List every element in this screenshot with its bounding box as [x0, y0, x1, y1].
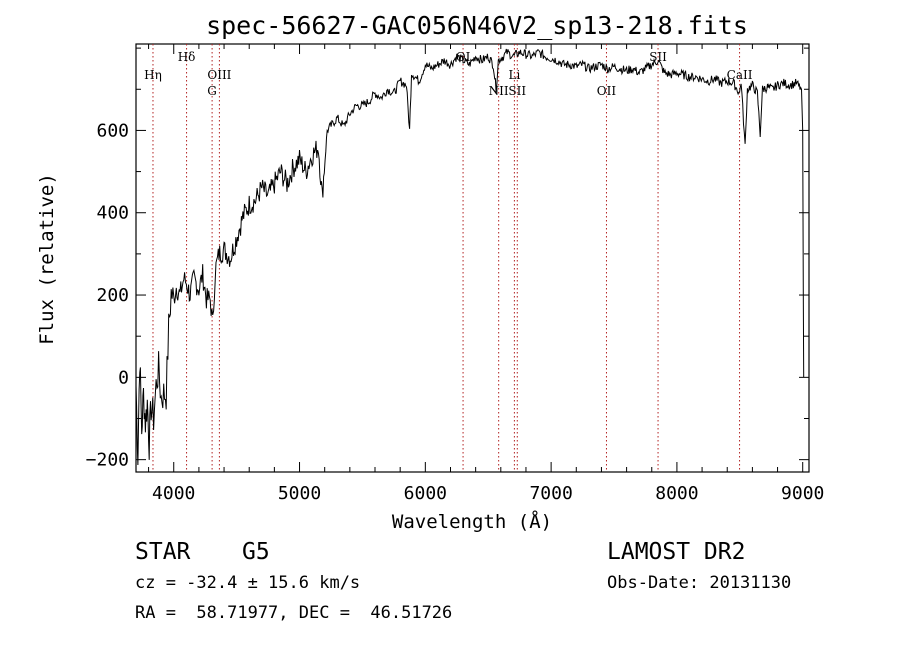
emission-line-label: OIII [207, 68, 231, 82]
redshift-velocity: cz = -32.4 ± 15.6 km/s [135, 573, 361, 593]
y-tick-label: 200 [96, 285, 129, 306]
x-tick-label: 4000 [152, 483, 195, 504]
emission-line-label: Li [508, 68, 520, 82]
emission-line-label: SII [508, 84, 526, 98]
y-tick-label: 0 [118, 367, 129, 388]
emission-line-label: Hδ [178, 50, 196, 64]
survey-name: LAMOST DR2 [607, 539, 746, 565]
emission-line-label: NII [489, 84, 509, 98]
emission-line-label: OII [597, 84, 617, 98]
observation-date: Obs-Date: 20131130 [607, 573, 792, 593]
spectrum-line [135, 48, 805, 466]
y-tick-label: 400 [96, 203, 129, 224]
object-class: STAR [135, 539, 191, 565]
plot-frame [135, 43, 810, 473]
x-tick-label: 9000 [781, 483, 824, 504]
emission-line-label: G [207, 84, 217, 98]
chart-title: spec-56627-GAC056N46V2_sp13-218.fits [206, 11, 748, 40]
y-axis-label: Flux (relative) [36, 173, 58, 345]
spectral-subclass: G5 [242, 539, 270, 565]
x-tick-label: 6000 [404, 483, 447, 504]
x-tick-label: 5000 [278, 483, 321, 504]
plot-area: 4000 5000 6000 7000 8000 9000 −200 0 200 400 600 Hη… [86, 43, 824, 504]
x-tick-label: 7000 [529, 483, 572, 504]
emission-line-label: Hη [144, 68, 162, 82]
y-tick-label: 600 [96, 120, 129, 141]
x-axis-label: Wavelength (Å) [392, 510, 552, 533]
y-tick-label: −200 [86, 450, 129, 471]
x-tick-label: 8000 [655, 483, 698, 504]
coordinates: RA = 58.71977, DEC = 46.51726 [135, 603, 453, 623]
emission-line-label: CaII [727, 68, 753, 82]
